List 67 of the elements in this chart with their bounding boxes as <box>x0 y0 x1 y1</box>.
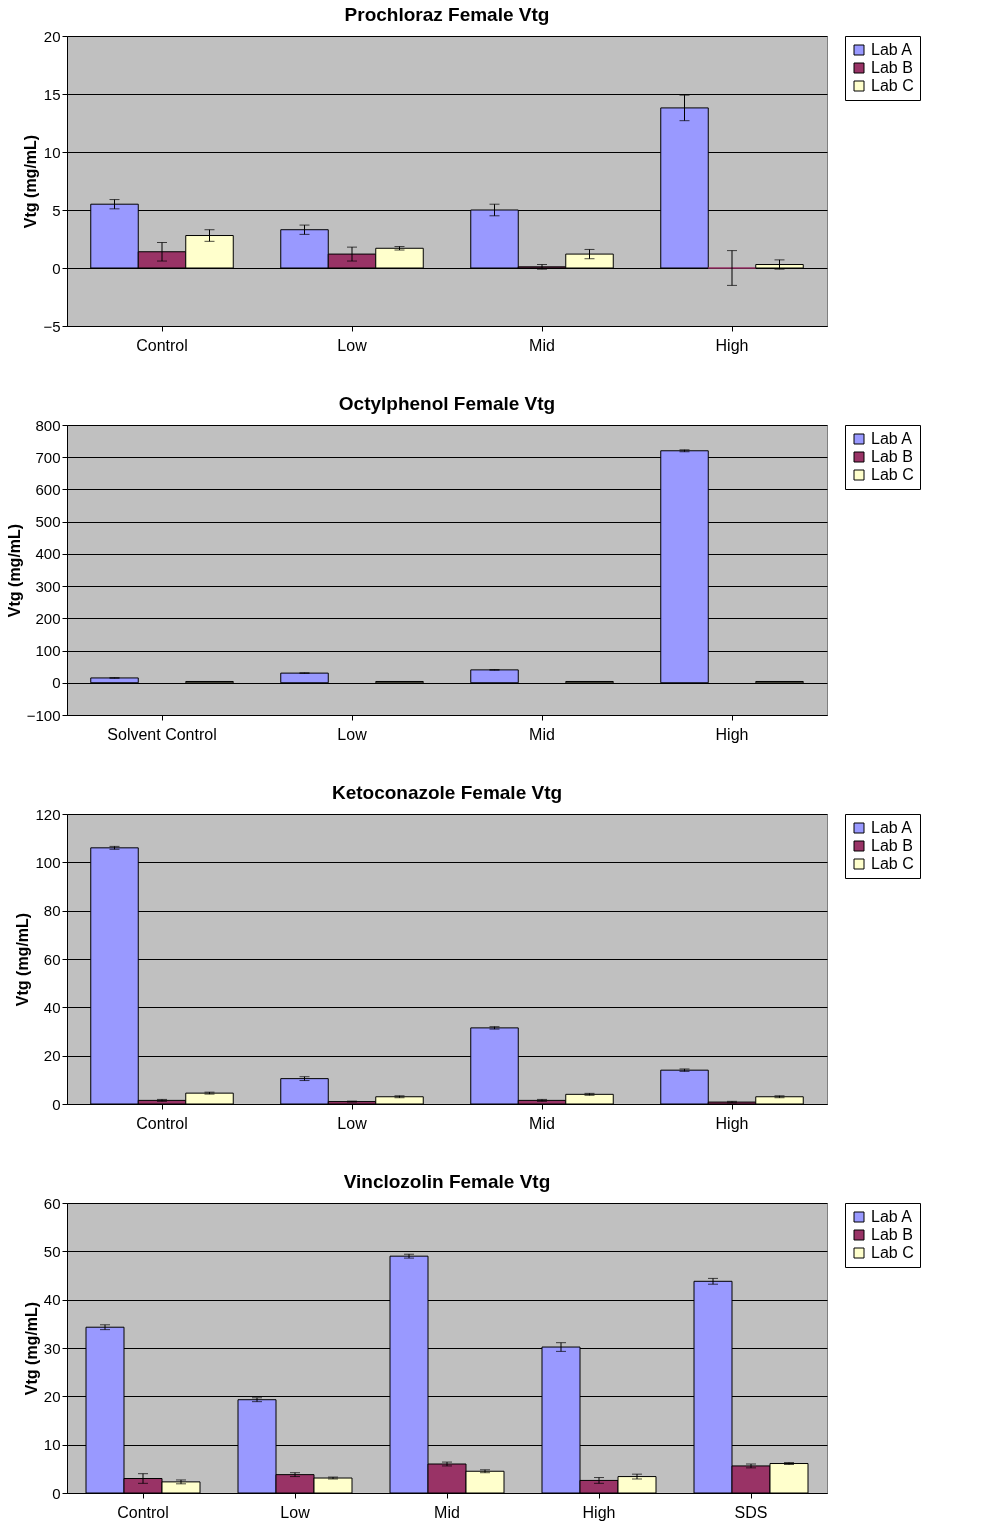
y-tick-label: 800 <box>35 416 61 434</box>
y-tick-label: 10 <box>43 1436 61 1454</box>
legend-label: Lab C <box>871 855 914 872</box>
y-tick-label: 30 <box>43 1339 61 1357</box>
y-tick-label: 500 <box>35 513 61 531</box>
y-tick-label: 100 <box>35 642 61 660</box>
legend-label: Lab A <box>871 819 913 836</box>
chart-title: Ketoconazole Female Vtg <box>331 782 563 803</box>
y-tick-label: 0 <box>52 1095 61 1113</box>
x-tick-label: High <box>715 336 749 354</box>
chart-title: Vinclozolin Female Vtg <box>343 1171 551 1192</box>
x-tick-label: Low <box>280 1503 311 1521</box>
y-tick-label: 20 <box>43 1387 61 1405</box>
x-tick-label: Mid <box>529 1114 555 1132</box>
x-tick-label: High <box>715 1114 749 1132</box>
x-tick-label: High <box>582 1503 616 1521</box>
y-tick-label: 300 <box>35 577 61 595</box>
x-tick-label: Low <box>337 725 368 743</box>
legend-label: Lab A <box>871 430 913 447</box>
x-tick-label: Mid <box>529 725 555 743</box>
y-axis-title: Vtg (mg/mL) <box>5 523 23 618</box>
y-tick-label: 60 <box>43 950 61 968</box>
y-tick-label: 5 <box>52 201 61 219</box>
y-tick-label: 600 <box>35 480 61 498</box>
legend-label: Lab C <box>871 466 914 483</box>
chart-title: Octylphenol Female Vtg <box>338 393 556 414</box>
y-tick-label: 10 <box>43 143 61 161</box>
y-axis-title: Vtg (mg/mL) <box>22 134 40 229</box>
x-tick-label: Solvent Control <box>107 725 217 743</box>
x-tick-label: Control <box>117 1503 169 1521</box>
x-tick-label: SDS <box>734 1503 768 1521</box>
x-tick-label: Control <box>136 1114 188 1132</box>
y-tick-label: 60 <box>43 1194 61 1212</box>
x-tick-label: Low <box>337 336 368 354</box>
y-tick-label: 100 <box>35 853 61 871</box>
y-tick-label: 0 <box>52 1484 61 1502</box>
y-tick-label: −100 <box>26 706 61 724</box>
y-axis-title: Vtg (mg/mL) <box>14 912 32 1007</box>
x-tick-label: Control <box>136 336 188 354</box>
y-tick-label: 40 <box>43 1291 61 1309</box>
y-tick-label: 200 <box>35 609 61 627</box>
y-tick-label: 15 <box>43 85 61 103</box>
y-tick-label: 0 <box>52 674 61 692</box>
legend-label: Lab B <box>871 448 913 465</box>
legend-label: Lab C <box>871 1244 914 1261</box>
y-tick-label: −5 <box>43 317 61 335</box>
legend-label: Lab A <box>871 1208 913 1225</box>
y-tick-label: 80 <box>43 902 61 920</box>
y-tick-label: 20 <box>43 27 61 45</box>
chart-title: Prochloraz Female Vtg <box>344 4 550 25</box>
y-tick-label: 120 <box>35 805 61 823</box>
y-tick-label: 20 <box>43 1047 61 1065</box>
legend-label: Lab B <box>871 59 913 76</box>
y-tick-label: 50 <box>43 1242 61 1260</box>
x-tick-label: Low <box>337 1114 368 1132</box>
x-tick-label: High <box>715 725 749 743</box>
y-tick-label: 700 <box>35 448 61 466</box>
legend-label: Lab B <box>871 1226 913 1243</box>
x-tick-label: Mid <box>529 336 555 354</box>
y-axis-title: Vtg (mg/mL) <box>22 1301 40 1396</box>
legend-label: Lab C <box>871 77 914 94</box>
legend-label: Lab B <box>871 837 913 854</box>
y-tick-label: 0 <box>52 259 61 277</box>
y-tick-label: 40 <box>43 998 61 1016</box>
y-tick-label: 400 <box>35 545 61 563</box>
x-tick-label: Mid <box>434 1503 460 1521</box>
legend-label: Lab A <box>871 41 913 58</box>
